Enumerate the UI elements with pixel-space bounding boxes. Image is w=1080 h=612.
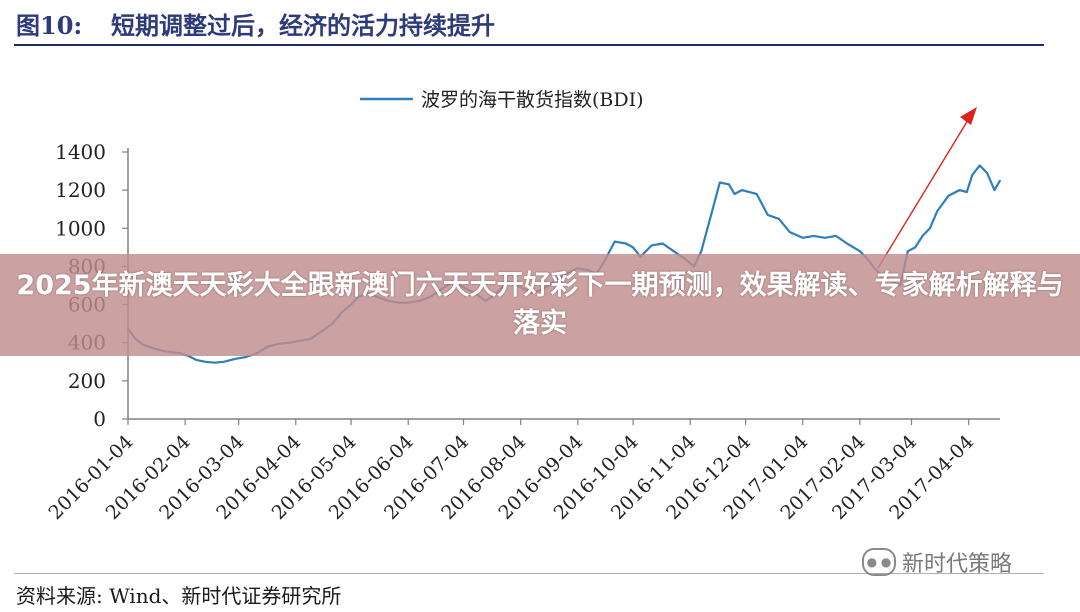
bdi-data-point bbox=[846, 242, 848, 245]
bdi-data-point bbox=[914, 246, 917, 249]
figure-title-text: 短期调整过后，经济的活力持续提升 bbox=[111, 11, 495, 40]
bdi-data-point bbox=[672, 250, 675, 253]
wechat-icon: ● ● bbox=[862, 548, 896, 576]
bdi-data-point bbox=[971, 174, 974, 176]
bdi-line-chart: 02004006008001000120014002016-01-042016-… bbox=[45, 89, 1001, 524]
bdi-data-point bbox=[921, 235, 924, 237]
bdi-data-point bbox=[777, 217, 780, 220]
y-tick-label: 200 bbox=[68, 369, 106, 393]
bdi-data-point bbox=[936, 210, 939, 213]
bdi-data-point bbox=[748, 191, 751, 194]
bdi-data-point bbox=[728, 183, 730, 186]
trend-arrow-head bbox=[960, 107, 977, 125]
figure-title: 图10: 短期调整过后，经济的活力持续提升 bbox=[16, 6, 495, 40]
headline-text: 2025年新澳天天彩大全跟新澳门六天天开好彩下一期预测，效果解读、专家解析解释与… bbox=[16, 270, 1064, 339]
bdi-data-point bbox=[613, 240, 616, 243]
source-divider bbox=[14, 573, 1044, 574]
y-tick-label: 1000 bbox=[55, 216, 106, 240]
bdi-data-point bbox=[965, 191, 968, 194]
bdi-data-point bbox=[204, 360, 207, 363]
bdi-data-point bbox=[624, 242, 627, 245]
bdi-data-point bbox=[835, 235, 837, 237]
trend-arrow-line bbox=[877, 119, 969, 269]
watermark-text: 新时代策略 bbox=[902, 552, 1013, 577]
bdi-data-point bbox=[733, 193, 736, 195]
bdi-data-point bbox=[223, 360, 225, 363]
legend-label: 波罗的海干散货指数(BDI) bbox=[421, 89, 644, 111]
bdi-data-point bbox=[999, 179, 1001, 182]
bdi-data-point bbox=[650, 244, 653, 247]
bdi-data-point bbox=[661, 242, 664, 245]
bdi-data-point bbox=[947, 195, 950, 197]
bdi-data-point bbox=[859, 250, 861, 253]
bdi-data-point bbox=[755, 193, 758, 195]
title-divider bbox=[14, 44, 1044, 46]
bdi-data-point bbox=[700, 250, 703, 253]
bdi-data-point bbox=[906, 250, 909, 253]
bdi-data-point bbox=[801, 236, 804, 239]
figure-number: 图10: bbox=[16, 11, 83, 40]
bdi-data-point bbox=[741, 189, 743, 192]
bdi-data-point bbox=[993, 189, 996, 192]
bdi-data-point bbox=[245, 356, 247, 358]
watermark: ● ● 新时代策略 bbox=[862, 546, 1012, 578]
bdi-data-point bbox=[709, 215, 712, 218]
bdi-data-point bbox=[978, 164, 981, 167]
bdi-data-point bbox=[824, 236, 826, 239]
bdi-data-point bbox=[234, 358, 236, 360]
source-note: 资料来源: Wind、新时代证券研究所 bbox=[16, 584, 342, 608]
bdi-data-point bbox=[929, 227, 931, 230]
y-tick-label: 1200 bbox=[55, 178, 106, 202]
bdi-data-point bbox=[213, 361, 216, 364]
y-tick-label: 0 bbox=[93, 407, 106, 431]
y-tick-label: 1400 bbox=[55, 140, 106, 164]
bdi-data-point bbox=[788, 231, 791, 234]
bdi-data-point bbox=[718, 181, 721, 184]
bdi-data-point bbox=[632, 246, 634, 249]
bdi-data-point bbox=[812, 235, 815, 237]
bdi-data-point bbox=[195, 359, 198, 361]
bdi-data-point bbox=[986, 172, 988, 174]
headline-banner: 2025年新澳天天彩大全跟新澳门六天天开好彩下一期预测，效果解读、专家解析解释与… bbox=[0, 254, 1080, 356]
bdi-data-point bbox=[766, 214, 769, 216]
bdi-data-point bbox=[958, 189, 961, 192]
